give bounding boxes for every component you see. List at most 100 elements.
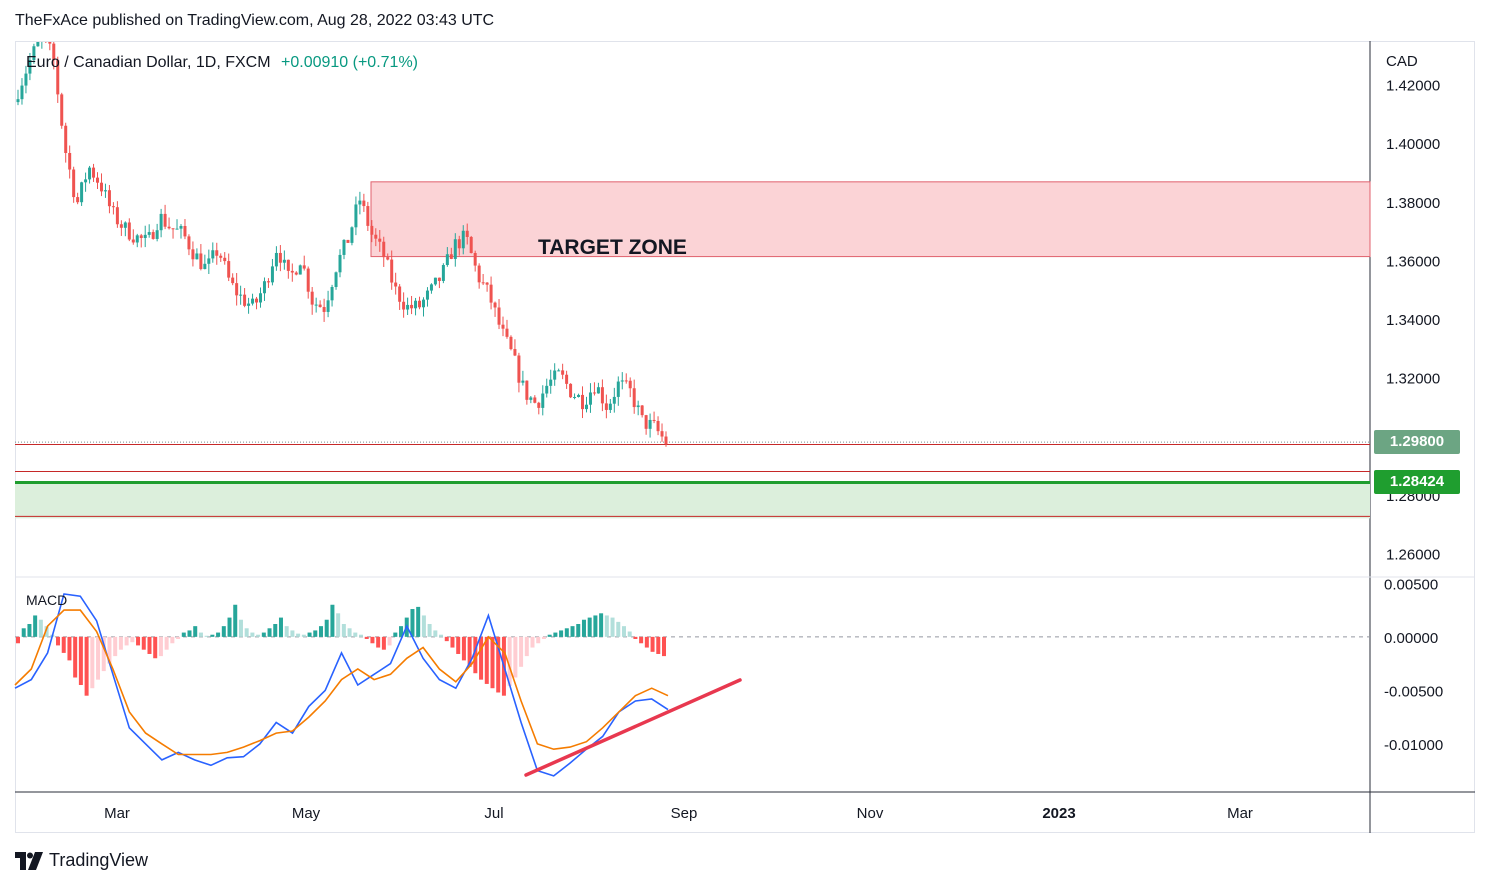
macd-histogram-bar xyxy=(530,636,535,648)
candle-body xyxy=(227,261,231,278)
macd-histogram-bar xyxy=(599,613,604,637)
macd-histogram-bar xyxy=(421,615,426,637)
macd-histogram-bar xyxy=(553,632,558,637)
macd-histogram-bar xyxy=(296,633,301,637)
candle-body xyxy=(453,239,457,259)
candle-body xyxy=(147,232,151,235)
candle-body xyxy=(402,301,406,310)
macd-histogram-bar xyxy=(616,621,621,637)
candle-body xyxy=(28,59,32,74)
macd-histogram-bar xyxy=(370,636,375,644)
candle-body xyxy=(346,239,350,243)
macd-histogram-bar xyxy=(639,636,644,644)
candle-body xyxy=(20,85,24,100)
candle-body xyxy=(501,324,505,329)
candle-body xyxy=(569,383,573,398)
macd-histogram-bar xyxy=(267,628,272,637)
macd-histogram-bar xyxy=(21,628,26,637)
candle-body xyxy=(354,204,358,228)
candle-body xyxy=(410,304,414,309)
candle-body xyxy=(390,259,394,283)
candle-body xyxy=(473,252,477,266)
candle-body xyxy=(640,405,644,416)
macd-histogram-bar xyxy=(650,636,655,652)
macd-histogram-bar xyxy=(238,619,243,637)
candle-body xyxy=(302,265,306,269)
candle-body xyxy=(517,355,521,383)
macd-histogram-bar xyxy=(38,619,43,637)
candle-body xyxy=(545,385,549,394)
candle-body xyxy=(509,336,513,350)
candle-body xyxy=(298,265,302,275)
macd-histogram-bar xyxy=(433,630,438,637)
candle-body xyxy=(445,254,449,265)
chart-frame xyxy=(15,41,1475,833)
macd-histogram-bar xyxy=(461,636,466,661)
macd-histogram-bar xyxy=(456,636,461,654)
candle-body xyxy=(215,250,219,256)
candle-body xyxy=(485,282,489,285)
macd-histogram-bar xyxy=(490,636,495,689)
macd-histogram-bar xyxy=(307,632,312,637)
candle-body xyxy=(573,396,577,398)
candle-body xyxy=(481,282,485,284)
candle-body xyxy=(533,397,537,403)
candle-body xyxy=(398,286,402,302)
candle-body xyxy=(175,228,179,230)
candle-body xyxy=(155,230,159,239)
candle-body xyxy=(183,226,187,237)
candle-body xyxy=(44,32,47,38)
candle-body xyxy=(207,258,211,264)
price-tick-label: 1.36000 xyxy=(1386,253,1440,270)
macd-histogram-bar xyxy=(662,636,666,657)
divergence-trendline xyxy=(524,678,742,777)
macd-tick-label: 0.00500 xyxy=(1384,576,1438,593)
macd-histogram-bar xyxy=(387,636,392,646)
candle-body xyxy=(151,232,155,239)
candle-body xyxy=(143,234,147,239)
candle-body xyxy=(608,403,612,410)
candle-body xyxy=(493,302,497,308)
footer-brand[interactable]: TradingView xyxy=(15,850,148,871)
candle-body xyxy=(418,300,422,308)
candle-body xyxy=(80,182,84,203)
macd-histogram-bar xyxy=(33,615,38,637)
macd-histogram-bar xyxy=(78,636,83,685)
candle-body xyxy=(342,239,346,255)
candle-body xyxy=(334,272,338,288)
macd-histogram-bar xyxy=(210,634,215,637)
candle-body xyxy=(620,380,624,382)
macd-histogram-bar xyxy=(216,632,221,637)
macd-histogram-bar xyxy=(170,636,175,644)
candle-body xyxy=(441,264,445,281)
candle-body xyxy=(477,265,481,283)
macd-histogram-bar xyxy=(113,636,118,657)
candle-body xyxy=(278,252,282,263)
candle-body xyxy=(171,228,175,230)
macd-histogram-bar xyxy=(16,636,20,644)
macd-histogram-bar xyxy=(559,630,564,637)
candle-body xyxy=(179,226,183,229)
macd-histogram-bar xyxy=(427,624,432,637)
macd-tick-label: 0.00000 xyxy=(1384,630,1438,647)
candle-body xyxy=(235,283,239,296)
macd-histogram-bar xyxy=(547,634,552,637)
candle-body xyxy=(513,349,517,356)
candle-body xyxy=(577,394,581,397)
candle-body xyxy=(211,250,215,259)
candles xyxy=(16,32,668,447)
macd-histogram-bar xyxy=(513,636,518,678)
candle-body xyxy=(664,436,668,445)
candle-body xyxy=(64,125,68,153)
support-price-tag: 1.28424 xyxy=(1374,470,1460,495)
candle-body xyxy=(541,393,545,408)
candle-body xyxy=(549,379,553,386)
candle-body xyxy=(425,290,429,300)
candle-body xyxy=(76,197,80,203)
candle-body xyxy=(557,370,561,372)
tradingview-logo-icon xyxy=(15,851,43,870)
macd-histogram-bar xyxy=(227,617,232,637)
macd-histogram-bar xyxy=(621,626,626,637)
candle-body xyxy=(223,257,227,262)
